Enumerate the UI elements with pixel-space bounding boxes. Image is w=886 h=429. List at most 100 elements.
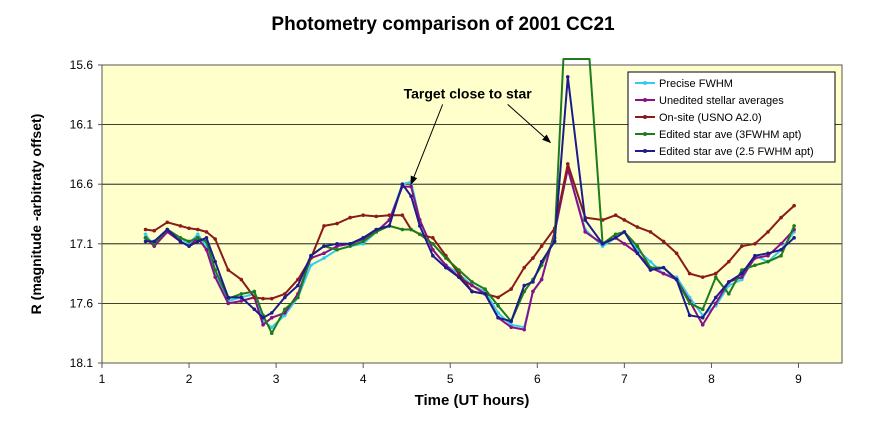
annotation-arrow bbox=[507, 104, 552, 144]
data-point bbox=[322, 244, 326, 248]
data-point bbox=[348, 215, 352, 220]
data-point bbox=[700, 315, 705, 320]
data-point bbox=[522, 265, 527, 270]
data-point bbox=[470, 289, 474, 294]
data-point bbox=[400, 213, 405, 217]
data-point bbox=[204, 247, 209, 252]
x-tick-label: 5 bbox=[447, 372, 454, 386]
data-point bbox=[509, 287, 513, 291]
data-point bbox=[226, 301, 231, 306]
data-point bbox=[700, 323, 705, 327]
data-point bbox=[483, 292, 487, 296]
data-point bbox=[565, 162, 570, 166]
data-point bbox=[740, 275, 744, 279]
data-point bbox=[674, 251, 679, 256]
data-point bbox=[309, 263, 313, 268]
legend-marker bbox=[643, 81, 647, 85]
data-point bbox=[779, 242, 783, 246]
data-point bbox=[713, 271, 718, 276]
data-point bbox=[740, 244, 744, 248]
legend-label: On-site (USNO A2.0) bbox=[659, 112, 762, 124]
data-point bbox=[178, 239, 183, 244]
data-point bbox=[178, 224, 183, 228]
chart-title: Photometry comparison of 2001 CC21 bbox=[271, 14, 615, 35]
data-point bbox=[457, 268, 461, 272]
data-point bbox=[269, 311, 274, 315]
data-point bbox=[600, 242, 605, 246]
data-point bbox=[283, 307, 287, 312]
series-line-4 bbox=[145, 75, 795, 323]
data-point bbox=[409, 227, 413, 232]
data-point bbox=[648, 230, 653, 234]
data-point bbox=[239, 277, 244, 282]
data-point bbox=[687, 271, 692, 276]
data-point bbox=[522, 327, 527, 332]
data-point bbox=[457, 275, 461, 279]
data-point bbox=[792, 203, 796, 208]
data-point bbox=[187, 239, 191, 244]
data-point bbox=[195, 236, 200, 240]
legend bbox=[627, 71, 836, 163]
data-point bbox=[239, 299, 244, 303]
data-point bbox=[779, 253, 783, 258]
data-point bbox=[152, 228, 157, 233]
data-point bbox=[143, 232, 148, 237]
data-point bbox=[661, 271, 666, 276]
data-point bbox=[204, 230, 209, 234]
data-point bbox=[539, 277, 544, 282]
data-point bbox=[195, 239, 200, 244]
data-point bbox=[779, 215, 783, 220]
data-point bbox=[296, 283, 300, 288]
data-point bbox=[361, 239, 365, 244]
data-point bbox=[417, 232, 422, 237]
y-tick-label: 16.1 bbox=[70, 118, 94, 132]
data-point bbox=[409, 194, 413, 198]
data-point bbox=[187, 226, 191, 231]
annotation-text: Target close to star bbox=[404, 85, 533, 101]
data-point bbox=[622, 218, 627, 222]
data-point bbox=[283, 292, 287, 296]
data-point bbox=[727, 280, 731, 284]
legend-label: Precise FWHM bbox=[659, 78, 733, 90]
y-axis-label: R (magnitude -arbitraty offset) bbox=[28, 113, 44, 315]
y-tick-label: 16.6 bbox=[70, 177, 94, 191]
data-point bbox=[387, 224, 392, 228]
data-point bbox=[143, 236, 148, 240]
data-point bbox=[766, 251, 770, 256]
data-point bbox=[522, 283, 527, 288]
data-point bbox=[496, 303, 500, 308]
legend-marker bbox=[643, 149, 647, 153]
annotation-arrow bbox=[410, 104, 444, 186]
data-point bbox=[296, 277, 300, 282]
data-point bbox=[766, 230, 770, 234]
data-point bbox=[195, 227, 200, 232]
data-point bbox=[322, 256, 326, 260]
legend-marker bbox=[643, 132, 647, 136]
data-point bbox=[252, 307, 257, 312]
x-tick-label: 8 bbox=[708, 372, 715, 386]
data-point bbox=[213, 275, 217, 279]
data-point bbox=[387, 213, 392, 217]
data-point bbox=[431, 247, 435, 252]
data-point bbox=[539, 244, 544, 248]
data-point bbox=[583, 218, 587, 222]
data-point bbox=[143, 239, 148, 244]
data-point bbox=[252, 289, 257, 294]
data-point bbox=[187, 244, 191, 248]
data-point bbox=[374, 227, 379, 232]
data-point bbox=[531, 256, 535, 260]
legend-label: Edited star ave (2.5 FWHM apt) bbox=[659, 146, 814, 158]
data-point bbox=[496, 311, 500, 315]
data-point bbox=[213, 237, 217, 241]
data-point bbox=[322, 251, 326, 256]
data-point bbox=[400, 182, 405, 186]
data-point bbox=[239, 292, 244, 296]
x-tick-label: 7 bbox=[621, 372, 628, 386]
data-point bbox=[261, 296, 265, 301]
data-point bbox=[583, 230, 587, 234]
x-tick-label: 1 bbox=[99, 372, 106, 386]
data-point bbox=[431, 236, 435, 240]
data-point bbox=[635, 244, 640, 248]
data-point bbox=[622, 242, 627, 246]
